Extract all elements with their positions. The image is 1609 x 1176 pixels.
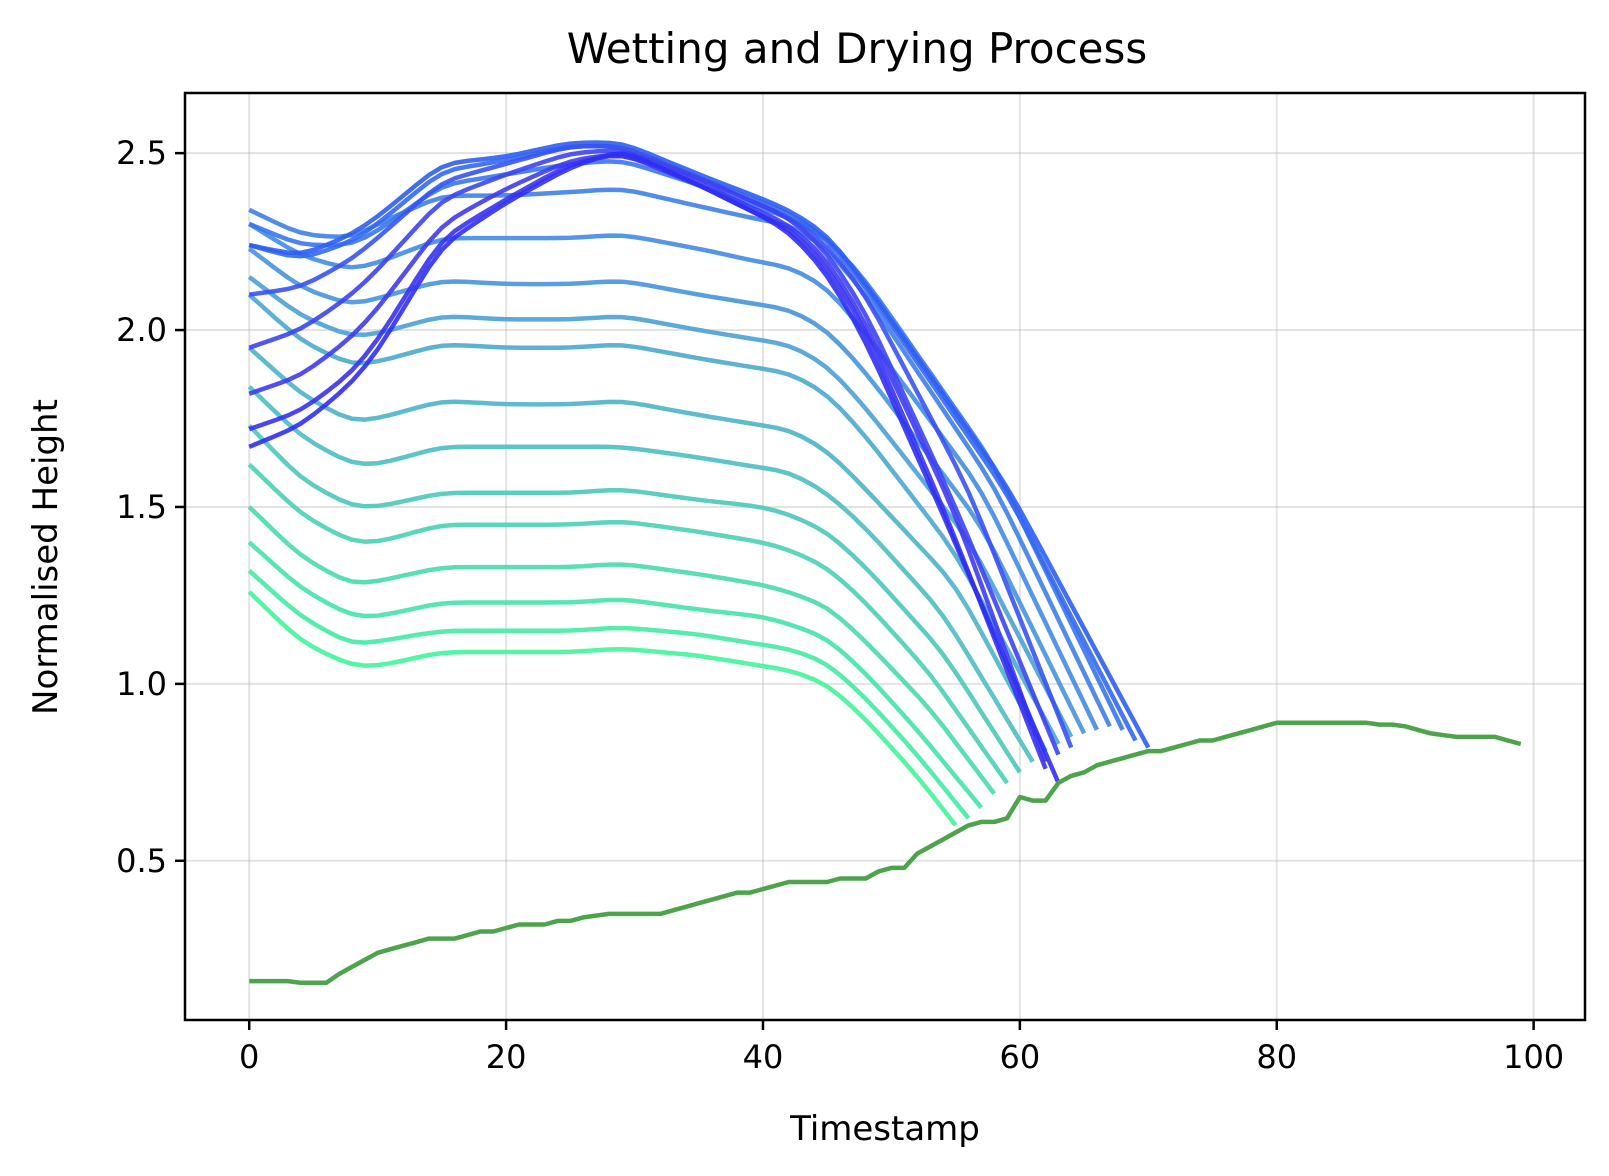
wetting-profile-2 bbox=[247, 540, 984, 810]
y-tick-label: 1.5 bbox=[116, 488, 167, 526]
grid bbox=[185, 93, 1585, 1020]
x-axis-label: Timestamp bbox=[789, 1109, 980, 1149]
wetting-profile-3 bbox=[247, 505, 996, 795]
y-tick-label: 0.5 bbox=[116, 842, 167, 880]
wetting-profile-17 bbox=[248, 148, 1061, 756]
x-tick-label: 0 bbox=[239, 1038, 259, 1076]
chart-title: Wetting and Drying Process bbox=[567, 24, 1148, 73]
x-tick-label: 60 bbox=[1000, 1038, 1041, 1076]
x-axis: 0 20 40 60 80 100 bbox=[239, 1020, 1564, 1076]
wetting-profile-15 bbox=[248, 140, 1151, 749]
x-tick-label: 40 bbox=[743, 1038, 784, 1076]
y-tick-label: 2.0 bbox=[116, 311, 167, 349]
wetting-profile-1 bbox=[247, 569, 971, 820]
y-tick-label: 2.5 bbox=[116, 134, 167, 172]
y-axis: 0.5 1.0 1.5 2.0 2.5 bbox=[116, 134, 185, 880]
x-tick-label: 20 bbox=[486, 1038, 527, 1076]
wetting-profile-5 bbox=[247, 424, 1022, 774]
y-tick-label: 1.0 bbox=[116, 665, 167, 703]
wetting-profile-16 bbox=[248, 143, 1074, 749]
wetting-profile-10 bbox=[247, 246, 1087, 735]
plot-frame bbox=[183, 91, 1587, 1022]
wetting-profile-20 bbox=[248, 151, 1061, 784]
wetting-profile-0 bbox=[247, 590, 958, 827]
wetting-profile-7 bbox=[247, 346, 1048, 753]
wetting-profile-6 bbox=[247, 385, 1035, 763]
wetting-profile-4 bbox=[247, 462, 1009, 785]
series-group bbox=[247, 140, 1522, 986]
y-axis-label: Normalised Height bbox=[26, 399, 66, 715]
wetting-profile-12 bbox=[248, 187, 1112, 728]
drying-series-line bbox=[249, 720, 1522, 986]
wetting-profile-8 bbox=[247, 293, 1061, 746]
x-tick-label: 80 bbox=[1256, 1038, 1297, 1076]
x-tick-label: 100 bbox=[1503, 1038, 1564, 1076]
